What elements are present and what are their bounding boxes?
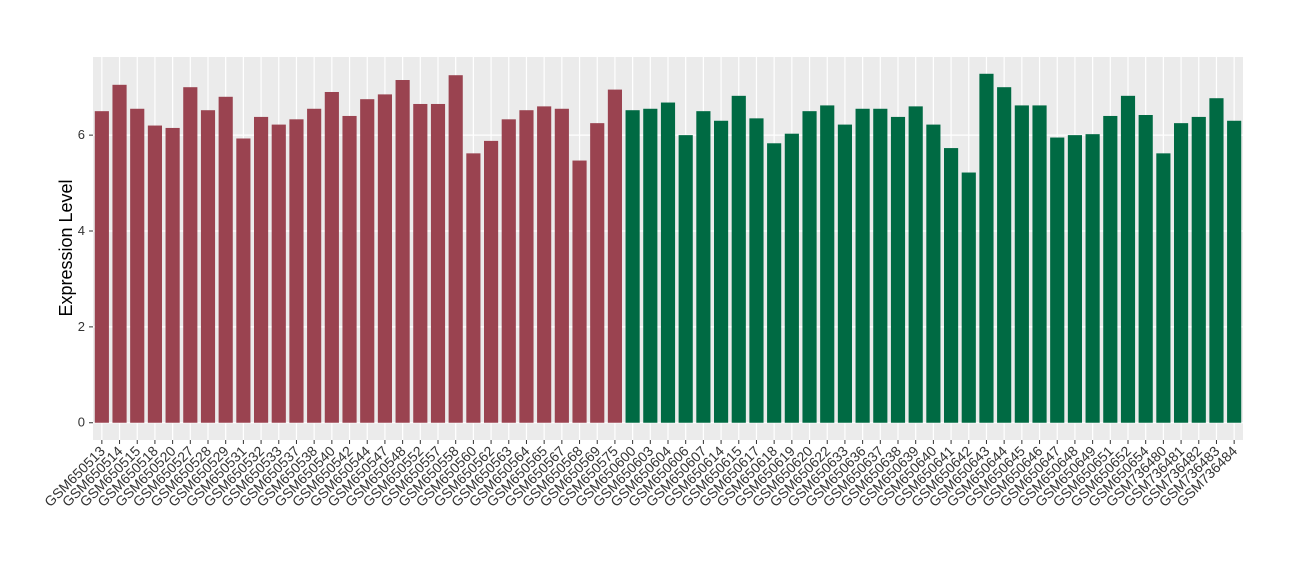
bar: [554, 108, 569, 423]
bar: [837, 124, 852, 423]
bar: [749, 118, 764, 423]
y-tick-label: 0: [78, 415, 85, 430]
bar: [1085, 134, 1100, 423]
bar: [660, 102, 676, 423]
bar: [1227, 120, 1242, 423]
bar: [855, 108, 870, 423]
y-axis-label: Expression Level: [56, 179, 76, 316]
bar: [784, 133, 799, 423]
bar: [271, 124, 286, 423]
bar: [1050, 137, 1065, 423]
bar: [1067, 135, 1082, 423]
bar: [289, 119, 304, 423]
bar: [997, 87, 1012, 423]
bar: [448, 75, 463, 423]
bar: [165, 127, 180, 423]
bar: [430, 103, 446, 423]
bar: [1209, 98, 1224, 423]
bar: [484, 140, 499, 423]
bar: [147, 125, 162, 423]
bar: [1014, 105, 1029, 423]
bar: [519, 110, 534, 423]
bar: [395, 80, 410, 423]
bar: [254, 116, 269, 423]
bar: [342, 115, 357, 423]
bar: [130, 108, 145, 423]
bar: [590, 123, 605, 423]
bar: [696, 111, 711, 423]
y-tick-label: 2: [78, 319, 85, 334]
y-tick-label: 6: [78, 127, 85, 142]
bar: [218, 96, 233, 423]
bar: [1191, 116, 1206, 423]
bar: [873, 108, 888, 423]
bar: [236, 138, 251, 423]
bar: [890, 116, 906, 423]
bar: [643, 108, 658, 423]
bar: [183, 87, 198, 423]
bar: [360, 99, 375, 423]
bar: [802, 111, 817, 423]
bar: [1138, 115, 1153, 423]
bar: [501, 119, 516, 423]
bar: [307, 108, 322, 423]
bar: [572, 160, 587, 423]
bar: [908, 106, 923, 423]
bar: [607, 89, 622, 423]
bar: [466, 153, 481, 423]
bar: [413, 103, 428, 423]
bar: [944, 148, 959, 423]
y-tick-label: 4: [78, 223, 85, 238]
bar: [1156, 153, 1171, 423]
bar: [678, 135, 693, 423]
bar: [200, 110, 216, 423]
bar: [625, 110, 640, 423]
bar: [94, 111, 109, 423]
bar: [714, 120, 729, 423]
bar: [979, 73, 994, 423]
bar: [324, 91, 339, 423]
bar: [1174, 123, 1189, 423]
bar: [112, 84, 127, 423]
bar: [1032, 105, 1047, 423]
bar: [961, 172, 976, 423]
bar: [926, 124, 941, 423]
bar: [731, 95, 746, 423]
bar: [820, 105, 835, 423]
bar: [1103, 115, 1118, 423]
bar: [1120, 95, 1136, 423]
bar: [767, 143, 782, 423]
bar: [377, 94, 392, 423]
bar: [537, 106, 552, 423]
